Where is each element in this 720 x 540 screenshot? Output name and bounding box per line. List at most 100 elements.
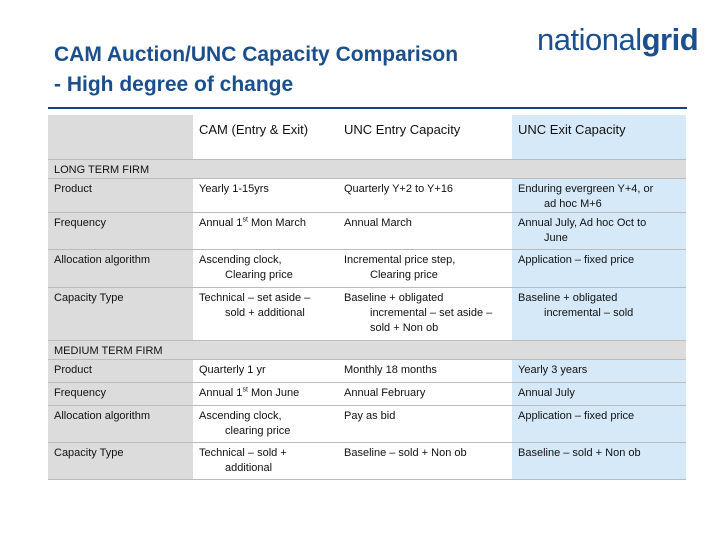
- cell-text: Application – fixed price: [512, 250, 686, 268]
- section-header-cell: LONG TERM FIRM: [48, 159, 686, 179]
- row-label: Frequency: [54, 387, 106, 399]
- section-label: LONG TERM FIRM: [54, 164, 150, 176]
- cell-line: Technical – sold +: [199, 447, 287, 459]
- ordinal-suffix: st: [242, 386, 248, 394]
- cell-line: clearing price: [225, 425, 291, 437]
- table-row: Allocation algorithm Ascending clock, clea…: [48, 405, 686, 443]
- cell-text: Pay as bid: [338, 406, 512, 424]
- cell-text: Incremental price step, Clearing price: [338, 250, 512, 283]
- table-row: Allocation algorithm Ascending clock, Clea…: [48, 249, 686, 288]
- cell-line: Quarterly 1 yr: [199, 364, 266, 376]
- table-row: Product Yearly 1-15yrs Quarterly Y+2 to Y+…: [48, 178, 686, 213]
- cell-line: Annual July, Ad hoc Oct to: [518, 217, 647, 229]
- table-cell: Quarterly Y+2 to Y+16: [338, 178, 512, 213]
- cell-text: Baseline + obligated incremental – sold: [512, 288, 686, 321]
- table-cell: Annual July, Ad hoc Oct to June: [512, 212, 686, 250]
- table-cell: Incremental price step, Clearing price: [338, 249, 512, 288]
- cell-text-part: Annual 1: [199, 217, 243, 229]
- cell-line: Annual July: [518, 387, 575, 399]
- section-header-cell: MEDIUM TERM FIRM: [48, 340, 686, 360]
- header-cell-unc-entry: UNC Entry Capacity: [338, 115, 512, 160]
- cell-text: Baseline – sold + Non ob: [512, 443, 686, 461]
- table-cell: Pay as bid: [338, 405, 512, 443]
- row-label: Allocation algorithm: [54, 410, 150, 422]
- row-label: Allocation algorithm: [54, 254, 150, 266]
- cell-line: Clearing price: [370, 269, 438, 281]
- cell-text: Baseline + obligated incremental – set as…: [338, 288, 512, 336]
- table-row: Capacity Type Technical – sold + additiona…: [48, 442, 686, 480]
- logo-text-grid: grid: [641, 22, 699, 57]
- cell-text: Quarterly Y+2 to Y+16: [338, 179, 512, 197]
- logo-text-national: national: [537, 22, 642, 57]
- section-label: MEDIUM TERM FIRM: [54, 345, 163, 357]
- cell-text: Technical – set aside – sold + additional: [193, 288, 338, 321]
- table-cell: Application – fixed price: [512, 405, 686, 443]
- cell-line: Baseline + obligated: [344, 292, 444, 304]
- cell-text: Annual July, Ad hoc Oct to June: [512, 213, 686, 246]
- cell-line: Clearing price: [225, 269, 293, 281]
- table-cell: Technical – sold + additional: [193, 442, 338, 480]
- table-row: Capacity Type Technical – set aside – sold…: [48, 287, 686, 341]
- table-cell: Baseline – sold + Non ob: [338, 442, 512, 480]
- cell-text: Ascending clock, clearing price: [193, 406, 338, 439]
- cell-line: Annual 1st Mon March: [199, 216, 332, 231]
- cell-text: Annual 1st Mon March: [193, 213, 338, 231]
- cell-line: Annual March: [344, 217, 412, 229]
- cell-text: Baseline – sold + Non ob: [338, 443, 512, 461]
- table-row: Frequency Annual 1st Mon March Annual Marc…: [48, 212, 686, 250]
- row-label-cell: Allocation algorithm: [48, 405, 193, 443]
- table-row: Product Quarterly 1 yr Monthly 18 months Ye…: [48, 359, 686, 383]
- cell-text: Quarterly 1 yr: [193, 360, 338, 378]
- header-cell-blank: [48, 115, 193, 160]
- cell-text: Annual February: [338, 383, 512, 401]
- table-cell: Annual 1st Mon March: [193, 212, 338, 250]
- cell-line: Application – fixed price: [518, 410, 635, 422]
- section-header-row: MEDIUM TERM FIRM: [48, 340, 686, 360]
- title-line-2: - High degree of change: [54, 73, 294, 96]
- row-label: Capacity Type: [54, 292, 124, 304]
- cell-text: Monthly 18 months: [338, 360, 512, 378]
- row-label-cell: Frequency: [48, 212, 193, 250]
- cell-line: additional: [225, 462, 273, 474]
- table-cell: Baseline + obligated incremental – sold: [512, 287, 686, 341]
- cell-text: Yearly 3 years: [512, 360, 686, 378]
- header-label: [48, 115, 193, 122]
- table-cell: Monthly 18 months: [338, 359, 512, 383]
- table-cell: Application – fixed price: [512, 249, 686, 288]
- header-cell-cam: CAM (Entry & Exit): [193, 115, 338, 160]
- cell-line: Baseline + obligated: [518, 292, 618, 304]
- table-cell: Baseline – sold + Non ob: [512, 442, 686, 480]
- row-label-cell: Product: [48, 359, 193, 383]
- cell-line: Quarterly Y+2 to Y+16: [344, 183, 454, 195]
- cell-line: incremental – set aside –: [370, 307, 493, 319]
- cell-line: Annual 1st Mon June: [199, 386, 332, 401]
- cell-line: sold + additional: [225, 307, 305, 319]
- table-cell: Baseline + obligated incremental – set as…: [338, 287, 512, 341]
- cell-line: Yearly 1-15yrs: [199, 183, 269, 195]
- table-cell: Annual March: [338, 212, 512, 250]
- row-label: Capacity Type: [54, 447, 124, 459]
- row-label-cell: Capacity Type: [48, 287, 193, 341]
- row-label: Product: [54, 183, 92, 195]
- table-cell: Annual February: [338, 382, 512, 406]
- title-divider: [48, 107, 687, 109]
- cell-text: Annual 1st Mon June: [193, 383, 338, 401]
- national-grid-logo: nationalgrid: [537, 22, 699, 58]
- row-label: Frequency: [54, 217, 106, 229]
- cell-text: Ascending clock, Clearing price: [193, 250, 338, 283]
- cell-line: Incremental price step,: [344, 254, 456, 266]
- table-row: Frequency Annual 1st Mon June Annual Febru…: [48, 382, 686, 406]
- cell-text-part: Annual 1: [199, 387, 243, 399]
- title-line-1: CAM Auction/UNC Capacity Comparison: [54, 43, 459, 66]
- table-cell: Annual July: [512, 382, 686, 406]
- cell-line: Baseline – sold + Non ob: [518, 447, 641, 459]
- cell-text-part: Mon March: [247, 217, 306, 229]
- table-cell: Technical – set aside – sold + additional: [193, 287, 338, 341]
- cell-text: Annual July: [512, 383, 686, 401]
- table-cell: Yearly 1-15yrs: [193, 178, 338, 213]
- header-label: UNC Entry Capacity: [344, 122, 461, 137]
- cell-line: Enduring evergreen Y+4, or: [518, 183, 654, 195]
- cell-line: Pay as bid: [344, 410, 396, 422]
- cell-line: sold + Non ob: [370, 322, 439, 334]
- header-label: UNC Exit Capacity: [518, 122, 626, 137]
